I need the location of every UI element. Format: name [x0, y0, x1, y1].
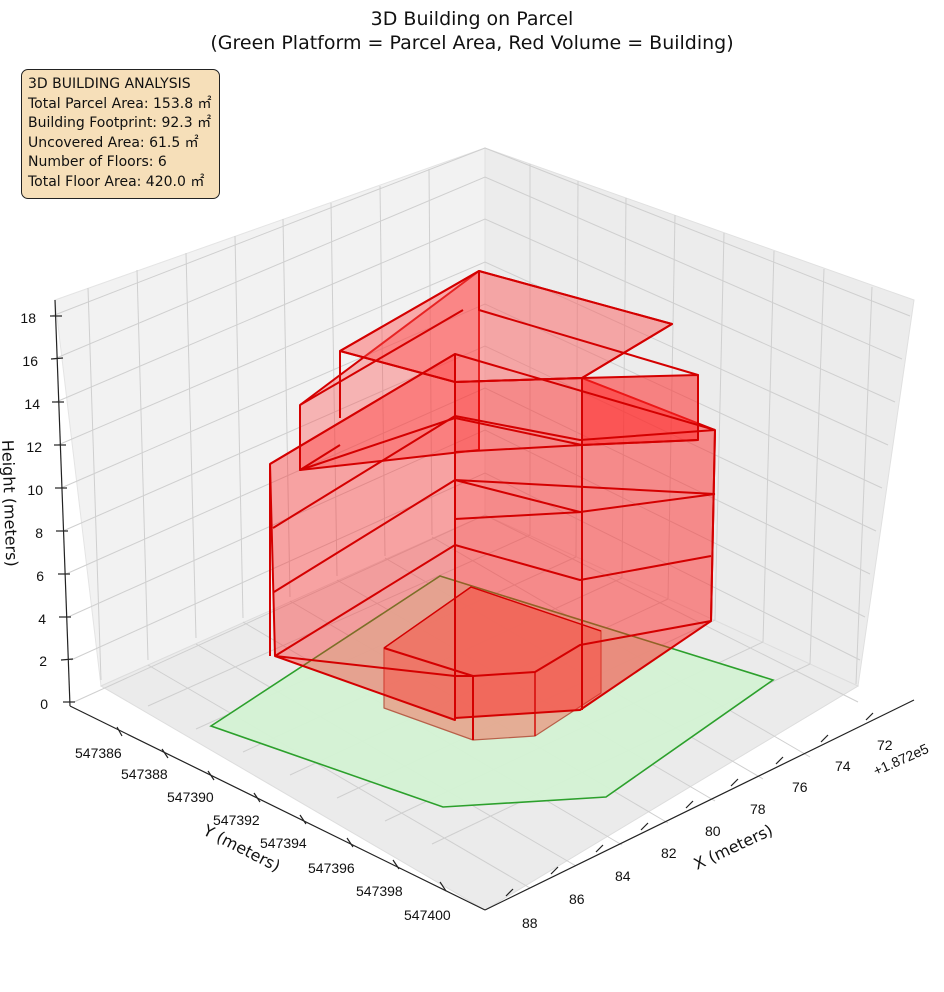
x-tick-label: 80	[705, 823, 721, 839]
z-axis-ticks	[50, 315, 75, 703]
y-tick-label: 547398	[356, 883, 403, 899]
floor-line-5	[454, 439, 699, 453]
info-uncovered-area: Uncovered Area: 61.5 ㎡	[28, 134, 199, 151]
info-total-floor-area: Total Floor Area: 420.0 ㎡	[28, 173, 205, 190]
x-tick-label: 74	[835, 758, 851, 774]
y-tick-label: 547390	[167, 789, 214, 805]
grid-z-12	[57, 261, 889, 446]
building-edge-c	[299, 309, 464, 406]
grid-z-16	[53, 176, 903, 360]
floor-line-1	[273, 479, 716, 593]
z-tick-label: 10	[27, 482, 43, 498]
x-axis-ticks	[505, 712, 874, 897]
z-tick-labels: 0 2 4 6 8 10 12 14 16 18	[20, 310, 48, 712]
y-tick-labels: 547386 547388 547390 547392 547394 54739…	[75, 745, 451, 923]
info-title: 3D BUILDING ANALYSIS	[28, 76, 191, 92]
building-edge-i	[710, 429, 716, 622]
y-tick-label: 547400	[404, 907, 451, 923]
z-tick-label: 18	[20, 310, 36, 326]
x-axis-line	[484, 699, 915, 911]
chart-subtitle: (Green Platform = Parcel Area, Red Volum…	[210, 32, 733, 54]
grid-z-14	[55, 218, 896, 403]
z-tick-label: 0	[40, 696, 48, 712]
info-floors: Number of Floors: 6	[28, 154, 167, 170]
y-axis-ticks	[116, 726, 447, 892]
floor-line-2	[272, 415, 716, 529]
z-tick-label: 4	[38, 611, 46, 627]
z-tick-label: 14	[24, 396, 40, 412]
floor-line-7	[454, 511, 583, 520]
y-axis-line	[69, 705, 486, 911]
x-tick-label: 72	[877, 737, 893, 753]
grid-z-0	[73, 514, 859, 703]
building-core-edge	[383, 647, 474, 740]
x-tick-label: 88	[522, 915, 538, 931]
grid-z-2	[70, 472, 861, 661]
building-roof-outline	[339, 270, 673, 383]
grid-z-18	[51, 147, 911, 317]
z-tick-label: 6	[36, 568, 44, 584]
building-bottom-edge	[274, 620, 712, 677]
building-right-upper-face	[581, 374, 699, 446]
building-edge-a	[478, 271, 699, 440]
z-tick-label: 2	[39, 653, 47, 669]
grid-z-6	[65, 387, 871, 575]
y-tick-label: 547392	[213, 812, 260, 828]
grid-z-10	[60, 303, 883, 489]
y-tick-label: 547394	[260, 835, 307, 851]
axis-lines	[54, 299, 915, 911]
building-volume	[269, 270, 716, 741]
grid-z-4	[67, 429, 866, 618]
z-tick-label: 16	[22, 353, 38, 369]
analysis-info-box: 3D BUILDING ANALYSIS Total Parcel Area: …	[21, 69, 220, 199]
building-core-top	[383, 586, 602, 649]
chart-title: 3D Building on Parcel	[371, 8, 574, 30]
info-parcel-area: Total Parcel Area: 153.8 ㎡	[28, 95, 212, 112]
x-axis-label: X (meters)	[691, 820, 776, 873]
y-tick-label: 547386	[75, 745, 122, 761]
z-axis-label: Height (meters)	[0, 439, 21, 567]
y-tick-label: 547396	[308, 860, 355, 876]
floor-line-3	[274, 544, 712, 657]
y-tick-label: 547388	[121, 766, 168, 782]
x-tick-label: 86	[569, 891, 585, 907]
x-tick-label: 84	[615, 868, 631, 884]
floor-line-4	[299, 417, 583, 471]
floor-line-6	[454, 479, 716, 495]
z-tick-label: 8	[35, 525, 43, 541]
x-tick-label: 76	[792, 779, 808, 795]
info-building-footprint: Building Footprint: 92.3 ㎡	[28, 115, 212, 131]
x-tick-label: 78	[750, 801, 766, 817]
z-tick-label: 12	[26, 439, 42, 455]
x-tick-label: 82	[661, 845, 677, 861]
x-tick-labels: 72 74 76 78 80 82 84 86 88	[522, 737, 893, 931]
grid-z-8	[62, 345, 877, 532]
z-axis-line	[54, 299, 71, 707]
